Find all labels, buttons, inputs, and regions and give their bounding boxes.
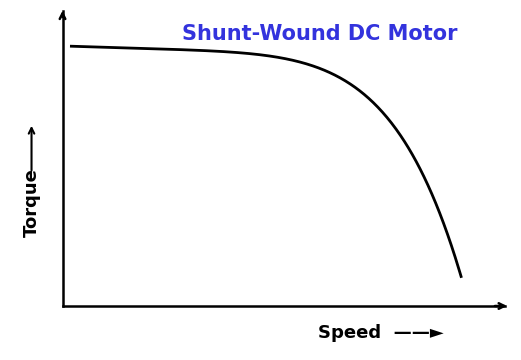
Text: Shunt-Wound DC Motor: Shunt-Wound DC Motor bbox=[182, 24, 457, 44]
Text: Torque: Torque bbox=[22, 168, 41, 237]
Text: Speed  ——►: Speed ——► bbox=[318, 324, 444, 342]
